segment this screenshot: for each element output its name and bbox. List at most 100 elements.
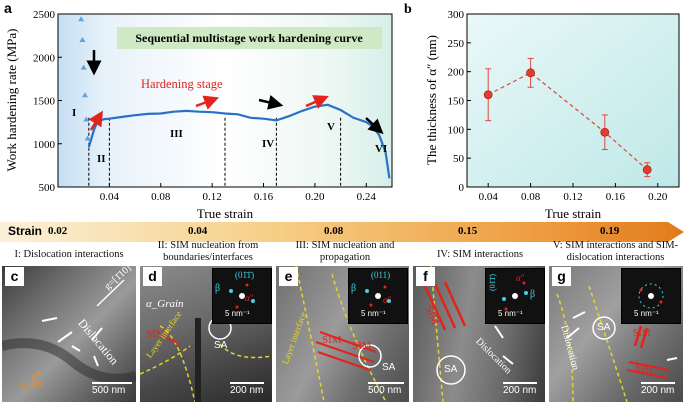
panel-a-series (78, 16, 391, 179)
x-tick-label: 0.16 (254, 191, 274, 203)
panel-a-letter: a (4, 0, 12, 16)
caption-stage-I: I: Dislocation interactions (14, 249, 124, 260)
panel-e-letter: e (279, 267, 298, 286)
y-tick-label: 1500 (33, 96, 56, 108)
x-tick-label: 0.08 (151, 191, 171, 203)
banner-box (117, 27, 382, 49)
strain-value: 0.08 (324, 225, 344, 237)
diffraction-inset: α″ β (01̄1̄) 5 nm⁻¹ (485, 268, 545, 324)
strain-value: 0.15 (458, 225, 478, 237)
panel-a-stage-boundaries (88, 117, 342, 187)
panel-b-xlabel: True strain (545, 206, 602, 221)
scale-bar: 200 nm (641, 382, 675, 396)
sim-label: SIM (352, 340, 372, 352)
red-arrow-icon (195, 95, 220, 110)
panel-g-letter: g (552, 267, 571, 286)
red-arrow-icon (88, 110, 103, 131)
x-tick-label: 0.08 (521, 191, 541, 203)
y-tick-label: 50 (453, 153, 465, 165)
diffraction-inset: 5 nm⁻¹ (621, 268, 681, 324)
micrograph-g: g 5 nm⁻¹ SA SIM SIM Dislocation 200 nm (549, 266, 683, 402)
x-tick-label: 0.20 (648, 191, 668, 203)
stage-I-label: I (72, 107, 76, 119)
micrograph-c: c Dislocation g=[1̄10] α_int 500 nm (2, 266, 136, 402)
panel-a-ylabel: Work hardening rate (MPa) (4, 29, 19, 172)
data-point (642, 165, 652, 175)
y-tick-label: 150 (448, 96, 465, 108)
data-point (84, 135, 91, 141)
sim-label: SIM (633, 328, 651, 339)
panel-b-axes: 0 50 100 150 200 250 300 0.04 0.08 0.12 0.16 0.20 (448, 9, 668, 203)
caption-stage-IV: IV: SIM interactions (436, 249, 524, 260)
diffraction-inset: β (01̄1̄) α″ 5 nm⁻¹ (212, 268, 272, 324)
y-tick-label: 500 (39, 182, 56, 194)
caption-stage-II: II: SIM nucleation from boundaries/inter… (157, 240, 259, 263)
sa-label: SA (597, 322, 611, 333)
y-tick-label: 2000 (33, 52, 56, 64)
sa-label: SA (382, 362, 396, 373)
data-point (79, 36, 86, 42)
right-arrow-icon (258, 94, 284, 110)
data-point (483, 90, 493, 100)
panel-b-series (483, 57, 652, 178)
stage-VI-label: VI (375, 143, 387, 155)
strain-value: 0.04 (188, 225, 208, 237)
panel-f-letter: f (416, 267, 435, 286)
x-tick-label: 0.16 (606, 191, 626, 203)
y-tick-label: 200 (448, 67, 465, 79)
work-hardening-curve (87, 103, 391, 179)
data-point (81, 92, 88, 98)
panel-b-letter: b (404, 2, 412, 17)
caption-stage-III: III: SIM nucleation and propagation (295, 240, 395, 263)
sim-label: SIM (146, 328, 166, 340)
diffraction-inset: β (011) α″ 5 nm⁻¹ (348, 268, 408, 324)
strain-value: 0.19 (600, 225, 620, 237)
data-point (80, 64, 87, 70)
y-tick-label: 0 (459, 182, 465, 194)
panel-b-plot-area (466, 13, 680, 188)
alpha-int-label: α_int (20, 378, 43, 390)
x-tick-label: 0.12 (203, 191, 222, 203)
panel-a-chart: 500 1000 1500 2000 2500 0.04 0.08 0.12 0.16 0.20 0… (4, 0, 393, 221)
panel-a-xlabel: True strain (197, 206, 254, 221)
micrograph-e: e β (011) α″ 5 nm⁻¹ SIM SIM SA Layer int… (276, 266, 409, 402)
sim-label: SIM (322, 334, 342, 346)
hardening-stage-label: Hardening stage (141, 77, 223, 91)
stage-IV-label: IV (262, 138, 274, 150)
data-point (83, 116, 90, 122)
thickness-trend-line (487, 72, 648, 171)
sa-label: SA (444, 364, 458, 375)
y-tick-label: 2500 (33, 9, 56, 21)
panel-b-chart: 0 50 100 150 200 250 300 0.04 0.08 0.12 0.16 0.20 T… (404, 2, 680, 221)
down-right-arrow-icon (365, 117, 384, 135)
stage-V-label: V (327, 121, 335, 133)
alpha-grain-label: α_Grain (146, 298, 184, 310)
data-point (526, 68, 536, 78)
x-tick-label: 0.04 (100, 191, 120, 203)
x-tick-label: 0.24 (357, 191, 377, 203)
y-tick-label: 300 (448, 9, 465, 21)
strain-bar-label: Strain (8, 224, 43, 238)
stage-III-label: III (170, 128, 183, 140)
y-tick-label: 250 (448, 38, 465, 50)
micrograph-f: f α″ β (01̄1̄) 5 nm⁻¹ SIM SA Dislocation… (413, 266, 545, 402)
panel-c-letter: c (5, 267, 24, 286)
data-point (78, 16, 85, 22)
x-tick-label: 0.12 (563, 191, 582, 203)
scale-bar: 500 nm (368, 382, 404, 396)
strain-value: 0.02 (48, 225, 68, 237)
panel-d-letter: d (143, 267, 162, 286)
stage-II-label: II (97, 153, 106, 165)
x-tick-label: 0.04 (479, 191, 499, 203)
panel-b-ylabel: The thickness of α″ (nm) (424, 35, 439, 165)
data-point (600, 127, 610, 137)
caption-stage-V: V: SIM interactions and SIM-dislocation … (552, 240, 679, 263)
scale-bar: 500 nm (92, 382, 132, 396)
micrograph-d: d β (01̄1̄) α″ 5 nm⁻¹ α_Grain SIM SA Lay… (140, 266, 272, 402)
scale-bar: 200 nm (230, 382, 264, 396)
x-tick-label: 0.20 (305, 191, 325, 203)
scale-bar: 200 nm (503, 382, 537, 396)
panel-a-axes: 500 1000 1500 2000 2500 0.04 0.08 0.12 0.16 0.20 0… (33, 9, 376, 203)
y-tick-label: 100 (448, 124, 465, 136)
red-arrow-icon (305, 95, 329, 109)
